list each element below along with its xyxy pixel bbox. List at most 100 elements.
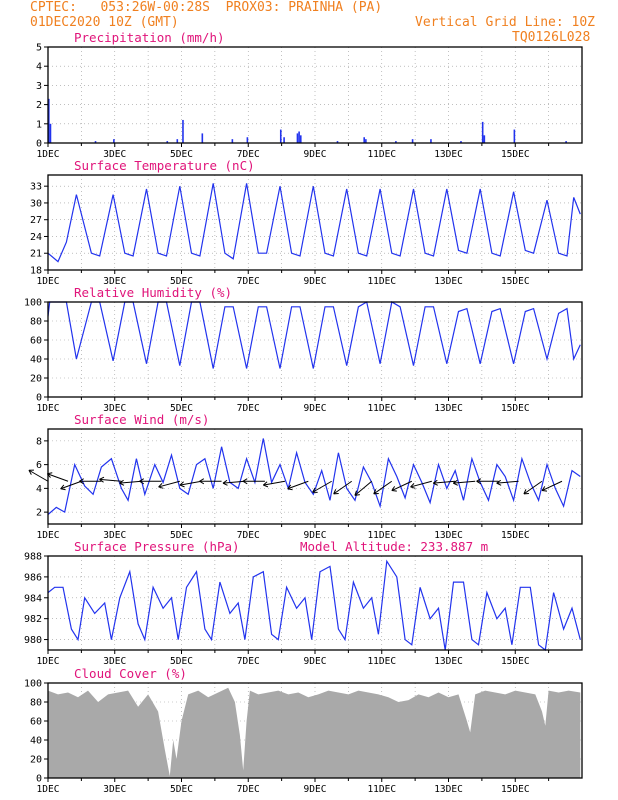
y-tick-label: 20 xyxy=(30,374,42,385)
precip-bar xyxy=(49,123,52,143)
x-tick-label: 1DEC xyxy=(37,784,60,795)
y-tick-label: 0 xyxy=(36,139,42,150)
wind-arrow xyxy=(158,480,180,488)
y-tick-label: 980 xyxy=(24,635,42,646)
x-tick-label: 5DEC xyxy=(170,276,193,287)
wind-arrow-head xyxy=(119,482,125,486)
wind-arrow-head xyxy=(99,478,104,483)
y-tick-label: 1 xyxy=(36,119,42,130)
y-tick-label: 982 xyxy=(24,614,42,625)
precip-bar xyxy=(565,141,567,143)
panel-frame xyxy=(47,555,583,651)
x-tick-label: 11DEC xyxy=(367,149,396,160)
y-tick-label: 100 xyxy=(24,679,42,690)
x-tick-label: 7DEC xyxy=(237,403,260,414)
wind-arrow-head xyxy=(99,476,105,480)
wind-arrow xyxy=(28,469,49,482)
precip-bar xyxy=(166,141,169,143)
wind-arrow-head xyxy=(287,488,293,491)
wind-arrow xyxy=(410,480,432,488)
model-code-label: TQ0126L028 xyxy=(512,30,591,45)
y-tick-label: 4 xyxy=(36,62,42,73)
series-line-1 xyxy=(47,183,581,263)
x-tick-label: 15DEC xyxy=(501,149,530,160)
x-tick-label: 11DEC xyxy=(367,276,396,287)
precip-bar xyxy=(283,137,285,143)
wind-arrow xyxy=(496,480,519,484)
wind-arrow-head xyxy=(199,480,205,485)
y-tick-label: 27 xyxy=(30,215,42,226)
precip-bar xyxy=(483,135,486,143)
y-tick-label: 40 xyxy=(30,736,42,747)
wind-arrow-head xyxy=(476,480,482,485)
wind-arrow xyxy=(391,480,412,492)
x-tick-label: 1DEC xyxy=(37,276,60,287)
panel-title: Cloud Cover (%) xyxy=(74,666,187,681)
wind-arrow-head xyxy=(79,478,84,482)
y-tick-label: 30 xyxy=(30,198,42,209)
x-tick-label: 15DEC xyxy=(501,403,530,414)
wind-arrow-head xyxy=(158,486,164,489)
wind-arrow xyxy=(47,473,69,482)
wind-arrow xyxy=(179,480,202,486)
precip-bar xyxy=(411,139,414,143)
precip-bar xyxy=(296,133,299,143)
wind-arrow-head xyxy=(496,479,502,484)
precip-bar xyxy=(363,137,365,143)
x-tick-label: 7DEC xyxy=(237,656,260,667)
precip-bar xyxy=(298,131,300,143)
wind-arrow-head xyxy=(179,481,184,486)
y-tick-label: 80 xyxy=(30,317,42,328)
precip-bar xyxy=(460,141,462,143)
precip-bar xyxy=(176,139,179,143)
wind-arrow-head xyxy=(541,490,548,492)
wind-arrow xyxy=(312,480,332,493)
wind-arrow-head xyxy=(410,486,416,489)
y-tick-label: 33 xyxy=(30,182,42,193)
wind-arrow-head xyxy=(60,484,65,490)
station-header: CPTEC: 053:26W-00:28S PROX03: PRAINHA (P… xyxy=(30,0,383,15)
series-line-3 xyxy=(47,438,581,515)
x-tick-label: 13DEC xyxy=(434,276,463,287)
x-tick-label: 9DEC xyxy=(304,276,327,287)
wind-arrow-head xyxy=(354,490,357,496)
wind-arrow-head xyxy=(28,470,32,475)
grid-line-label: Vertical Grid Line: 10Z xyxy=(415,15,596,30)
precip-bar xyxy=(365,139,367,143)
wind-arrow xyxy=(541,480,563,492)
wind-arrow-head xyxy=(333,489,337,495)
y-tick-label: 21 xyxy=(30,249,42,260)
x-tick-label: 3DEC xyxy=(103,276,126,287)
x-tick-label: 9DEC xyxy=(304,784,327,795)
y-tick-label: 18 xyxy=(30,266,42,277)
x-tick-label: 11DEC xyxy=(367,530,396,541)
wind-arrow-head xyxy=(262,481,268,486)
wind-arrow-head xyxy=(139,480,145,485)
y-tick-label: 2 xyxy=(36,508,42,519)
wind-arrow-head xyxy=(79,480,84,485)
x-tick-label: 7DEC xyxy=(237,149,260,160)
precip-bar xyxy=(481,121,484,143)
y-tick-label: 8 xyxy=(36,436,42,447)
x-tick-label: 15DEC xyxy=(501,656,530,667)
x-tick-label: 13DEC xyxy=(434,784,463,795)
x-tick-label: 7DEC xyxy=(237,530,260,541)
panel-title: Relative Humidity (%) xyxy=(74,285,232,300)
y-tick-label: 6 xyxy=(36,460,42,471)
wind-arrow-head xyxy=(139,478,145,482)
x-tick-label: 3DEC xyxy=(103,403,126,414)
x-tick-label: 13DEC xyxy=(434,403,463,414)
wind-arrow-head xyxy=(287,484,292,490)
x-tick-label: 3DEC xyxy=(103,149,126,160)
run-date-label: 01DEC2020 10Z (GMT) xyxy=(30,15,179,30)
wind-arrow-head xyxy=(433,482,438,486)
wind-arrow-head xyxy=(453,482,458,486)
wind-arrow-head xyxy=(391,486,396,491)
wind-arrow xyxy=(60,480,82,490)
precip-bar xyxy=(246,137,249,143)
y-tick-label: 3 xyxy=(36,81,42,92)
x-tick-label: 5DEC xyxy=(170,784,193,795)
x-tick-label: 15DEC xyxy=(501,784,530,795)
x-tick-label: 5DEC xyxy=(170,656,193,667)
